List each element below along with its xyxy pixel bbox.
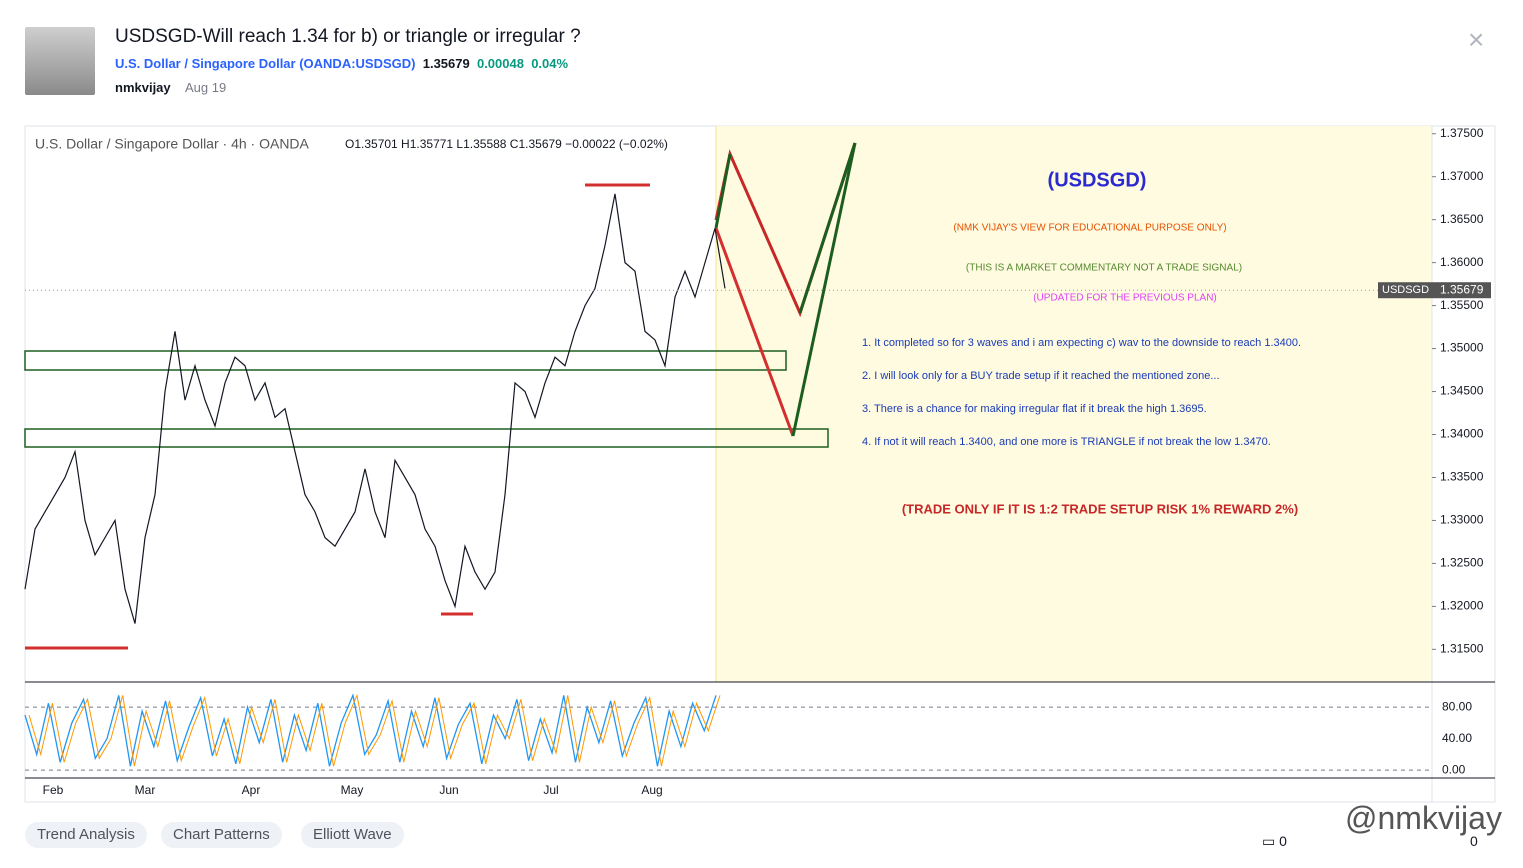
- title: USDSGD-Will reach 1.34 for b) or triangl…: [115, 26, 581, 47]
- x-tick-label: Aug: [641, 783, 662, 797]
- y-tick-label: 1.32000: [1440, 599, 1484, 613]
- ohlc: O1.35701 H1.35771 L1.35588 C1.35679 −0.0…: [345, 137, 668, 151]
- price: 1.35679: [422, 56, 470, 71]
- x-tick-label: Feb: [43, 783, 64, 797]
- exchange[interactable]: (OANDA:USDSGD): [299, 56, 416, 71]
- osc-tick-label: 0.00: [1442, 762, 1466, 776]
- x-tick-label: Jun: [439, 783, 458, 797]
- y-tick-label: 1.34500: [1440, 384, 1484, 398]
- boosts[interactable]: 0: [1470, 833, 1478, 849]
- panel-point: 3. There is a chance for making irregula…: [862, 403, 1207, 415]
- panel-updated: (UPDATED FOR THE PREVIOUS PLAN): [1033, 293, 1217, 304]
- tag[interactable]: Trend Analysis: [25, 822, 147, 848]
- price-line: [24, 193, 726, 624]
- price-tag-bg: [1378, 282, 1491, 299]
- symbol-line: U.S. Dollar / Singapore Dollar (OANDA:US…: [115, 56, 568, 71]
- projection-up: [714, 153, 732, 229]
- x-tick-label: Apr: [242, 783, 261, 797]
- tag[interactable]: Chart Patterns: [161, 822, 282, 848]
- x-tick-label: Jul: [543, 783, 558, 797]
- comments[interactable]: ▭ 0: [1262, 833, 1287, 849]
- x-tick-label: May: [341, 783, 364, 797]
- close[interactable]: ×: [1468, 24, 1485, 55]
- projection-down: [714, 227, 795, 437]
- y-tick-label: 1.36500: [1440, 212, 1484, 226]
- y-tick-label: 1.34000: [1440, 427, 1484, 441]
- x-tick-label: Mar: [135, 783, 156, 797]
- watermark: @nmkvijay: [1345, 800, 1502, 836]
- osc-signal: [28, 693, 721, 767]
- panel-heading: (USDSGD): [1048, 169, 1147, 191]
- y-tick-label: 1.35000: [1440, 341, 1484, 355]
- y-tick-label: 1.35500: [1440, 298, 1484, 312]
- panel-point: 4. If not it will reach 1.3400, and one …: [862, 436, 1271, 448]
- y-tick-label: 1.36000: [1440, 255, 1484, 269]
- boost-count: 0: [1470, 833, 1478, 849]
- projection-up: [791, 142, 857, 437]
- date: Aug 19: [185, 80, 227, 95]
- osc-tick-label: 40.00: [1442, 731, 1472, 745]
- panel-point: 2. I will look only for a BUY trade setu…: [862, 370, 1220, 382]
- zone-box: [24, 350, 787, 371]
- y-tick-label: 1.33000: [1440, 513, 1484, 527]
- osc-tick-label: 80.00: [1442, 699, 1472, 713]
- y-tick-label: 1.32500: [1440, 556, 1484, 570]
- panel-commentary: (THIS IS A MARKET COMMENTARY NOT A TRADE…: [966, 263, 1242, 274]
- chart: 1.37500 1.37000 1.36500 1.36000 1.35500 1.350…: [24, 125, 1496, 803]
- change: 0.00048: [476, 56, 524, 71]
- highlight-zone: [716, 126, 1432, 682]
- price-tag-symbol: USDSGD: [1382, 284, 1429, 296]
- author[interactable]: nmkvijay: [115, 80, 171, 95]
- price-tag-value: 1.35679: [1440, 282, 1484, 296]
- y-tick-label: 1.33500: [1440, 470, 1484, 484]
- y-tick-label: 1.37000: [1440, 169, 1484, 183]
- panel-point: 1. It completed so for 3 waves and i am …: [862, 337, 1301, 349]
- projection-up: [798, 142, 857, 314]
- panel-view: (NMK VIJAY'S VIEW FOR EDUCATIONAL PURPOS…: [953, 223, 1226, 234]
- zone-box: [24, 428, 829, 448]
- symbol-name[interactable]: U.S. Dollar / Singapore Dollar: [115, 56, 296, 71]
- y-tick-label: 1.31500: [1440, 642, 1484, 656]
- y-tick-label: 1.37500: [1440, 126, 1484, 140]
- change-pct: 0.04%: [531, 56, 569, 71]
- legend: U.S. Dollar / Singapore Dollar · 4h · OA…: [35, 136, 310, 152]
- panel-rule: (TRADE ONLY IF IT IS 1:2 TRADE SETUP RIS…: [902, 501, 1298, 516]
- avatar: [25, 27, 95, 95]
- tag[interactable]: Elliott Wave: [301, 822, 404, 848]
- comment-count: 0: [1279, 833, 1287, 849]
